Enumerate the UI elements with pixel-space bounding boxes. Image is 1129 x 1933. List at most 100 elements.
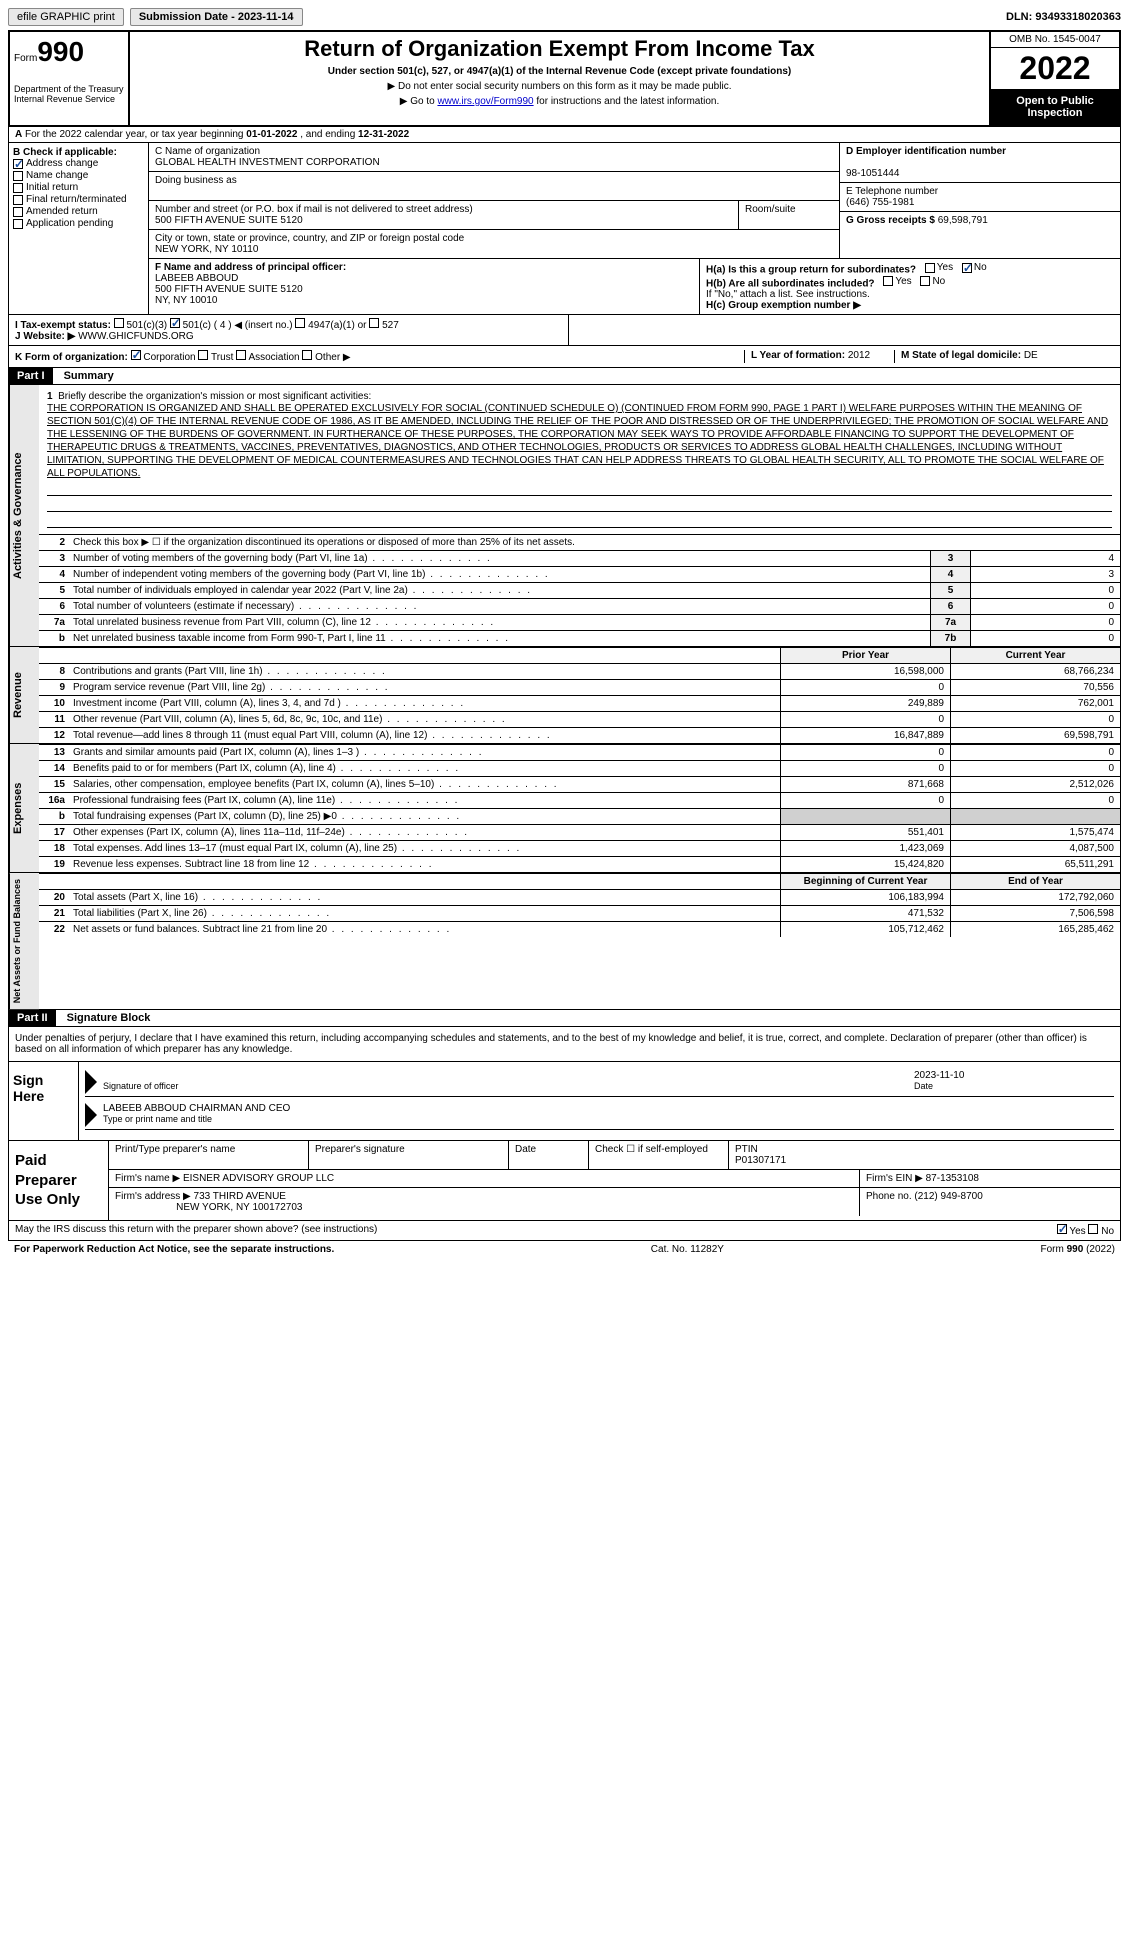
firm-name: EISNER ADVISORY GROUP LLC	[183, 1173, 334, 1184]
strip-activities: Activities & Governance	[9, 385, 39, 646]
chk-501c[interactable]	[170, 318, 180, 328]
line-19-prior: 15,424,820	[780, 857, 950, 872]
declaration: Under penalties of perjury, I declare th…	[8, 1027, 1121, 1062]
line-11-prior: 0	[780, 712, 950, 727]
ha-yes[interactable]	[925, 263, 935, 273]
chk-b-0[interactable]	[13, 159, 23, 169]
line-21-prior: 471,532	[780, 906, 950, 921]
line-20-curr: 172,792,060	[950, 890, 1120, 905]
hb-no[interactable]	[920, 276, 930, 286]
irs-link[interactable]: www.irs.gov/Form990	[437, 96, 533, 107]
chk-b-3[interactable]	[13, 195, 23, 205]
ha-no[interactable]	[962, 263, 972, 273]
line-9-curr: 70,556	[950, 680, 1120, 695]
chk-trust[interactable]	[198, 350, 208, 360]
officer-name: LABEEB ABBOUD	[155, 273, 238, 284]
org-name: GLOBAL HEALTH INVESTMENT CORPORATION	[155, 157, 380, 168]
line-10-prior: 249,889	[780, 696, 950, 711]
firm-addr2: NEW YORK, NY 100172703	[176, 1202, 302, 1213]
firm-ein: 87-1353108	[926, 1173, 979, 1184]
top-bar: efile GRAPHIC print Submission Date - 20…	[8, 8, 1121, 26]
gross-receipts: 69,598,791	[938, 215, 988, 226]
line-22-curr: 165,285,462	[950, 922, 1120, 937]
chk-527[interactable]	[369, 318, 379, 328]
ptin: P01307171	[735, 1155, 786, 1166]
website: WWW.GHICFUNDS.ORG	[78, 331, 194, 342]
officer-addr2: NY, NY 10010	[155, 295, 217, 306]
line-15-prior: 871,668	[780, 777, 950, 792]
form-prefix: Form	[14, 53, 37, 64]
line-14-prior: 0	[780, 761, 950, 776]
line-10-curr: 762,001	[950, 696, 1120, 711]
part1-title: Summary	[56, 368, 122, 384]
officer-name-title: LABEEB ABBOUD CHAIRMAN AND CEO	[103, 1103, 1114, 1114]
col-begin-year: Beginning of Current Year	[780, 874, 950, 889]
strip-expenses: Expenses	[9, 744, 39, 872]
chk-corp[interactable]	[131, 350, 141, 360]
line-13-prior: 0	[780, 745, 950, 760]
line-b-val: 0	[970, 631, 1120, 646]
row-klm: K Form of organization: Corporation Trus…	[8, 346, 1121, 368]
period-begin: 01-01-2022	[246, 129, 297, 140]
line-18-curr: 4,087,500	[950, 841, 1120, 856]
line-16a-curr: 0	[950, 793, 1120, 808]
form-title: Return of Organization Exempt From Incom…	[134, 36, 985, 62]
line-b-prior	[780, 809, 950, 824]
tax-exempt-status: I Tax-exempt status: 501(c)(3) 501(c) ( …	[9, 315, 569, 345]
chk-assoc[interactable]	[236, 350, 246, 360]
submission-date: Submission Date - 2023-11-14	[130, 8, 303, 26]
ein: 98-1051444	[846, 168, 899, 179]
note-link: ▶ Go to www.irs.gov/Form990 for instruct…	[134, 96, 985, 107]
col-prior-year: Prior Year	[780, 648, 950, 663]
part1-header: Part I	[9, 368, 53, 384]
street-address: 500 FIFTH AVENUE SUITE 5120	[155, 215, 303, 226]
chk-b-4[interactable]	[13, 207, 23, 217]
chk-b-1[interactable]	[13, 171, 23, 181]
form-header: Form990 Department of the Treasury Inter…	[8, 30, 1121, 127]
dln: DLN: 93493318020363	[1006, 11, 1121, 23]
form-ref: Form 990 (2022)	[1041, 1244, 1115, 1255]
col-current-year: Current Year	[950, 648, 1120, 663]
chk-4947[interactable]	[295, 318, 305, 328]
cat-no: Cat. No. 11282Y	[651, 1244, 724, 1255]
strip-revenue: Revenue	[9, 647, 39, 743]
strip-netassets: Net Assets or Fund Balances	[9, 873, 39, 1009]
chk-other[interactable]	[302, 350, 312, 360]
line-12-prior: 16,847,889	[780, 728, 950, 743]
form-subtitle: Under section 501(c), 527, or 4947(a)(1)…	[134, 66, 985, 77]
chk-501c3[interactable]	[114, 318, 124, 328]
line-8-prior: 16,598,000	[780, 664, 950, 679]
line-17-curr: 1,575,474	[950, 825, 1120, 840]
part2-title: Signature Block	[59, 1010, 159, 1026]
discuss-no[interactable]	[1088, 1224, 1098, 1234]
column-b-checkboxes: B Check if applicable: Address changeNam…	[9, 143, 149, 314]
line-20-prior: 106,183,994	[780, 890, 950, 905]
open-inspection: Open to Public Inspection	[991, 89, 1119, 125]
period-end: 12-31-2022	[358, 129, 409, 140]
row-a-tax-year: A For the 2022 calendar year, or tax yea…	[8, 127, 1121, 143]
line-22-prior: 105,712,462	[780, 922, 950, 937]
line-5-val: 0	[970, 583, 1120, 598]
line-b-curr	[950, 809, 1120, 824]
line-3-val: 4	[970, 551, 1120, 566]
sign-here-label: Sign Here	[9, 1062, 79, 1140]
mission-text: THE CORPORATION IS ORGANIZED AND SHALL B…	[47, 402, 1112, 480]
discuss-yes[interactable]	[1057, 1224, 1067, 1234]
note-ssn: ▶ Do not enter social security numbers o…	[134, 81, 985, 92]
chk-b-5[interactable]	[13, 219, 23, 229]
city-state-zip: NEW YORK, NY 10110	[155, 244, 258, 255]
line-16a-prior: 0	[780, 793, 950, 808]
tax-year: 2022	[991, 48, 1119, 89]
line-13-curr: 0	[950, 745, 1120, 760]
sign-date: 2023-11-10	[914, 1070, 1114, 1081]
line-12-curr: 69,598,791	[950, 728, 1120, 743]
chk-b-2[interactable]	[13, 183, 23, 193]
line-8-curr: 68,766,234	[950, 664, 1120, 679]
line-6-val: 0	[970, 599, 1120, 614]
omb: OMB No. 1545-0047	[991, 32, 1119, 48]
line-21-curr: 7,506,598	[950, 906, 1120, 921]
line-15-curr: 2,512,026	[950, 777, 1120, 792]
hb-yes[interactable]	[883, 276, 893, 286]
form-number: 990	[37, 36, 84, 67]
triangle-icon	[85, 1070, 97, 1094]
